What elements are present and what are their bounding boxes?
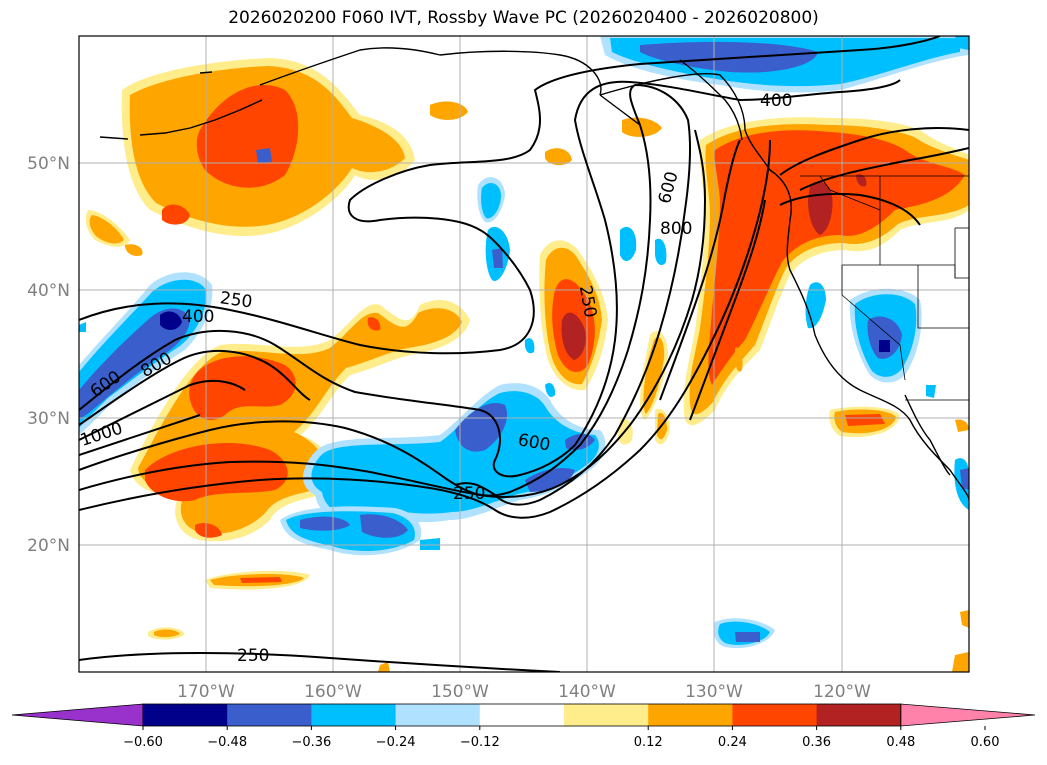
colorbar-tick-label: 0.24 [718, 735, 747, 750]
contour-labels: 400 600 800 250 400 600 800 1000 250 600… [79, 91, 792, 666]
colorbar-extension-max [900, 703, 1036, 727]
longitude-label: 160°W [304, 682, 362, 702]
negative-anomaly-area [525, 468, 575, 492]
negative-anomaly-area [492, 248, 503, 268]
colorbar-tick-label: 0.12 [634, 735, 663, 750]
positive-anomaly-area [162, 204, 190, 225]
longitude-labels: 170°W 160°W 150°W 140°W 130°W 120°W [177, 682, 871, 702]
contour-label: 800 [660, 219, 692, 239]
contour-label: 400 [182, 307, 214, 327]
positive-anomaly-area [708, 130, 965, 385]
colorbar-segment [732, 704, 818, 726]
longitude-label: 130°W [685, 682, 743, 702]
negative-anomaly-area [655, 238, 667, 266]
positive-anomaly-area [154, 629, 180, 638]
contour-label: 400 [760, 91, 792, 111]
negative-anomaly-area [735, 632, 760, 642]
negative-anomaly-area [545, 383, 556, 397]
positive-anomaly-area [643, 337, 665, 414]
colorbar-tick-label: −0.12 [460, 735, 500, 750]
positive-anomaly-area [378, 662, 390, 672]
coastlines [99, 47, 969, 501]
negative-anomaly-area [300, 516, 350, 531]
colorbar-tick-label: 0.36 [802, 735, 831, 750]
positive-anomaly-area [196, 84, 299, 188]
colorbar-tick-label: 0.60 [971, 735, 1000, 750]
positive-anomaly-area [89, 215, 124, 244]
colorbar-segment [816, 704, 902, 726]
negative-anomaly-area [455, 402, 508, 452]
longitude-label: 150°W [431, 682, 489, 702]
colorbar-tick-label: −0.24 [376, 735, 416, 750]
latitude-label: 20°N [27, 536, 70, 556]
positive-anomaly-area [367, 317, 381, 331]
colorbar-segment [479, 704, 565, 726]
positive-anomaly-area [545, 148, 572, 166]
map-frame [78, 35, 970, 673]
negative-anomaly-area [481, 183, 502, 219]
positive-anomaly-area [195, 523, 222, 538]
colorbar-extension-min [11, 703, 144, 727]
ivt-contours [79, 36, 969, 672]
negative-anomaly-area [955, 36, 969, 50]
negative-anomaly-area [79, 322, 86, 332]
positive-anomaly-area [960, 610, 969, 628]
colorbar-segment [227, 704, 312, 726]
positive-anomaly-area [240, 577, 282, 583]
rossby-wave-pc-shading [79, 36, 969, 672]
negative-anomaly-area [960, 468, 969, 490]
colorbar-segment [564, 704, 649, 726]
positive-anomaly-area [145, 442, 288, 502]
colorbar-tick-label: 0.48 [886, 735, 915, 750]
negative-anomaly-area [79, 308, 190, 420]
negative-anomaly-area [640, 41, 818, 73]
latitude-label: 30°N [27, 409, 70, 429]
negative-anomaly-area [524, 338, 535, 354]
longitude-label: 170°W [177, 682, 235, 702]
colorbar-tick-label: −0.60 [123, 735, 163, 750]
map-title: 2026020200 F060 IVT, Rossby Wave PC (202… [228, 8, 819, 28]
colorbar-segment [143, 704, 228, 726]
positive-anomaly-area [952, 652, 969, 672]
latitude-label: 40°N [27, 281, 70, 301]
positive-anomaly-area [125, 244, 143, 256]
negative-anomaly-area [620, 226, 637, 262]
negative-anomaly-area [360, 514, 408, 538]
positive-anomaly-area [430, 101, 468, 120]
positive-anomaly-area [845, 414, 885, 426]
negative-anomaly-area [420, 538, 440, 550]
colorbar-tick-label: −0.36 [291, 735, 331, 750]
colorbar-segment [311, 704, 397, 726]
positive-anomaly-area [734, 347, 743, 372]
contour-label: 250 [453, 484, 485, 504]
colorbar-segment [648, 704, 733, 726]
longitude-label: 140°W [558, 682, 616, 702]
contour-label: 250 [237, 646, 269, 666]
colorbar: −0.60 −0.48 −0.36 −0.24 −0.12 0.12 0.24 0.36 0.4… [11, 703, 1036, 750]
positive-anomaly-area [561, 312, 586, 360]
positive-anomaly-area [256, 148, 272, 163]
colorbar-tick-label: −0.48 [207, 735, 247, 750]
positive-anomaly-area [622, 117, 662, 137]
latitude-labels: 50°N 40°N 30°N 20°N [27, 154, 70, 556]
negative-anomaly-area [879, 340, 890, 352]
positive-anomaly-area [856, 174, 867, 187]
negative-anomaly-area [867, 316, 902, 359]
contour-label: 250 [219, 288, 254, 312]
negative-anomaly-area [926, 385, 936, 398]
positive-anomaly-area [955, 419, 969, 432]
colorbar-segment [395, 704, 481, 726]
country-borders [800, 175, 969, 401]
latitude-label: 50°N [27, 154, 70, 174]
longitude-label: 120°W [813, 682, 871, 702]
negative-anomaly-area [160, 311, 182, 330]
colorbar-frame [142, 703, 902, 727]
